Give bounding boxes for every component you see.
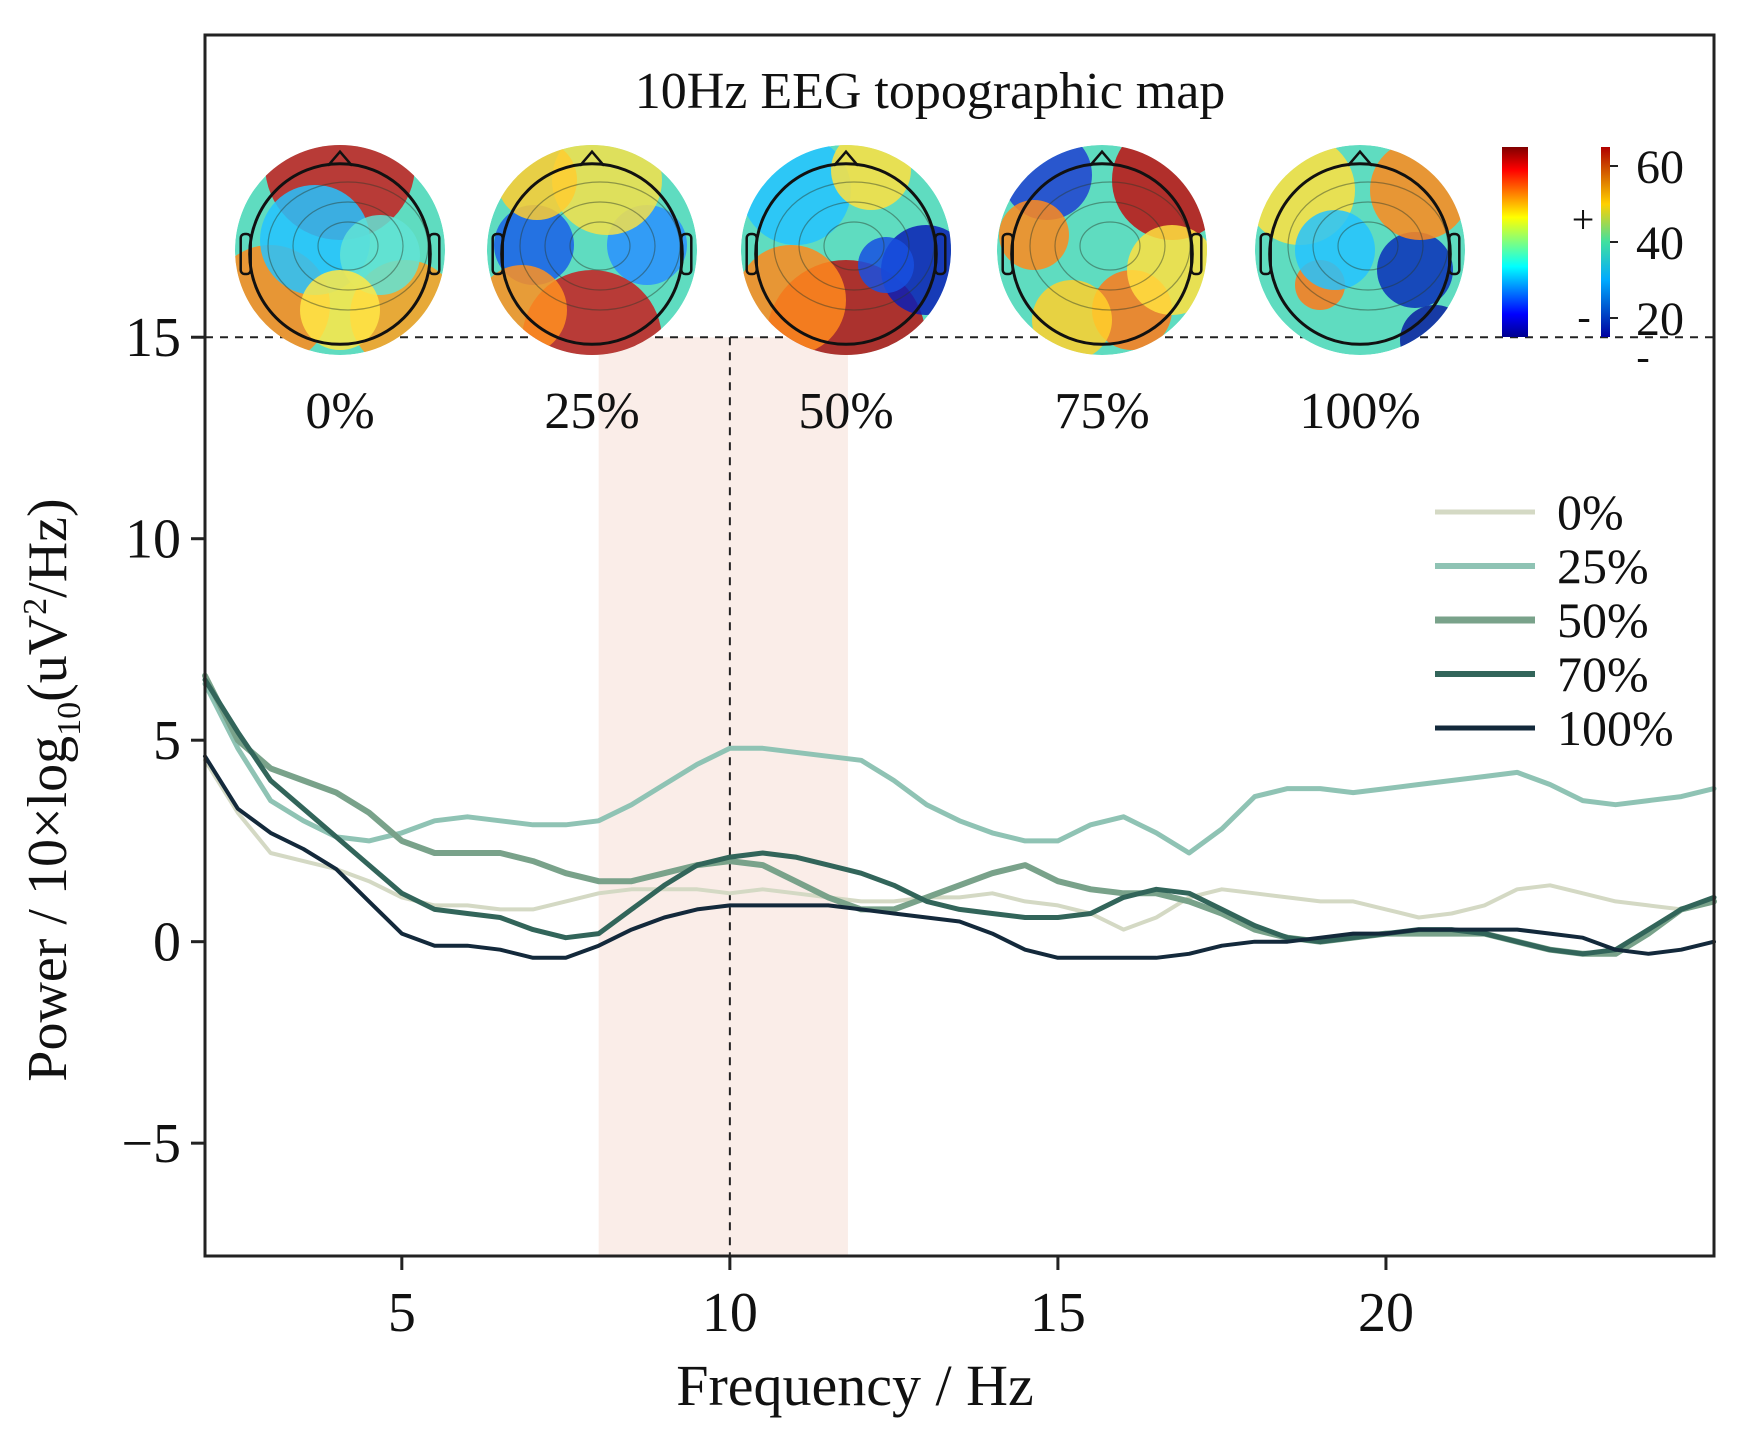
colorbar-outer-minus-label: - — [1636, 334, 1649, 379]
colorbar-secondary — [1601, 147, 1610, 337]
inset-title: 10Hz EEG topographic map — [635, 63, 1226, 120]
left-ear-outline — [239, 232, 252, 276]
topomap-2: 50% — [741, 145, 951, 440]
series-layer — [202, 672, 1717, 960]
left-ear-outline — [1001, 232, 1014, 276]
series-line-50pct — [202, 672, 1717, 957]
topomap-3: 75% — [997, 145, 1207, 440]
colorbar-plus-label: + — [1572, 197, 1595, 242]
topomap-blob — [1295, 210, 1375, 290]
y-label-mid: (uV — [17, 615, 79, 702]
topomap-contour — [267, 181, 429, 311]
legend-label: 100% — [1557, 700, 1674, 756]
topomap-blob — [497, 145, 577, 220]
topomap-contour — [569, 221, 631, 271]
y-tick-label: −5 — [121, 1113, 181, 1175]
legend: 0%25%50%70%100% — [1435, 484, 1674, 756]
series-line-100pct — [203, 754, 1716, 960]
y-label-sup: 2 — [17, 598, 54, 615]
y-label-pre: Power / 10×log — [17, 736, 79, 1082]
topomap-label: 0% — [305, 383, 374, 440]
series-line-0pct — [203, 758, 1716, 932]
series-line-25pct — [202, 681, 1717, 856]
topomap-label: 25% — [544, 383, 639, 440]
nose-outline — [1347, 149, 1373, 167]
x-tick-label: 10 — [702, 1282, 758, 1344]
colorbar-main — [1502, 147, 1528, 337]
nose-outline — [579, 149, 605, 167]
topomap-contour — [519, 181, 681, 311]
legend-label: 0% — [1557, 484, 1624, 540]
topomap-contour — [1287, 181, 1449, 311]
y-axis-label: Power / 10×log10(uV2/Hz) — [17, 498, 88, 1081]
legend-label: 70% — [1557, 646, 1649, 702]
topomap-contour — [292, 201, 404, 291]
topomap-blob — [1032, 280, 1112, 355]
topomap-blob — [999, 200, 1069, 270]
topomap-contour — [1029, 181, 1191, 311]
colorbar: + - - 60 40 20 — [1502, 141, 1684, 379]
topomap-contour — [1054, 201, 1166, 291]
topomap-layer: 0% 25% 50% 75% 100% — [235, 145, 1465, 440]
topomap-blob — [1400, 305, 1465, 355]
topomap-label: 100% — [1299, 383, 1420, 440]
topomap-contour — [823, 221, 885, 271]
left-ear-outline — [491, 232, 504, 276]
topomap-contour — [1079, 221, 1141, 271]
topomap-blob — [1370, 145, 1465, 240]
topomap-blob — [1377, 232, 1453, 308]
nose-outline — [1089, 149, 1115, 167]
topomap-blob — [831, 145, 911, 210]
topomap-blob — [340, 215, 420, 295]
topomap-blob — [858, 237, 914, 293]
topomap-contour — [798, 201, 910, 291]
x-tick-label: 5 — [388, 1282, 416, 1344]
topomap-contour — [1337, 221, 1399, 271]
y-label-post: /Hz) — [17, 498, 79, 598]
x-tick-label: 15 — [1030, 1282, 1086, 1344]
colorbar-tick-label: 20 — [1636, 293, 1684, 346]
alpha-band-shading — [598, 337, 848, 1256]
topomap-blob — [741, 145, 851, 245]
colorbar-minus-label: - — [1577, 294, 1590, 339]
right-ear-outline — [680, 232, 693, 276]
y-tick-label: 0 — [153, 912, 181, 974]
y-tick-label: 5 — [153, 710, 181, 772]
topomap-contour — [773, 181, 935, 311]
right-ear-outline — [1448, 232, 1461, 276]
legend-label: 25% — [1557, 538, 1649, 594]
right-ear-outline — [428, 232, 441, 276]
series-line-70pct — [202, 677, 1717, 957]
topomap-contour — [1312, 201, 1424, 291]
legend-label: 50% — [1557, 592, 1649, 648]
right-ear-outline — [934, 232, 947, 276]
plot-frame — [203, 33, 1716, 1258]
topomap-blob — [494, 205, 574, 285]
topomap-blob — [300, 270, 380, 350]
x-tick-label: 20 — [1358, 1282, 1414, 1344]
nose-outline — [327, 149, 353, 167]
colorbar-tick-label: 60 — [1636, 141, 1684, 194]
colorbar-ticks: 60 40 20 — [1610, 141, 1684, 346]
topomap-blob — [1127, 225, 1207, 315]
topomap-label: 75% — [1054, 383, 1149, 440]
colorbar-tick-label: 40 — [1636, 217, 1684, 270]
topomap-blob — [1112, 145, 1207, 240]
topomap-4: 100% — [1255, 145, 1465, 440]
left-ear-outline — [745, 232, 758, 276]
topomap-contour — [317, 221, 379, 271]
y-tick-label: 10 — [125, 509, 181, 571]
topomap-0: 0% — [235, 145, 445, 440]
x-axis-label: Frequency / Hz — [676, 1353, 1034, 1418]
topomap-label: 50% — [798, 383, 893, 440]
y-label-sub: 10 — [51, 702, 88, 736]
tick-layer: 5 10 15 20 −5 0 5 10 15 — [121, 307, 1414, 1344]
right-ear-outline — [1190, 232, 1203, 276]
y-tick-label: 15 — [125, 307, 181, 369]
nose-outline — [833, 149, 859, 167]
topomap-contour — [544, 201, 656, 291]
left-ear-outline — [1259, 232, 1272, 276]
